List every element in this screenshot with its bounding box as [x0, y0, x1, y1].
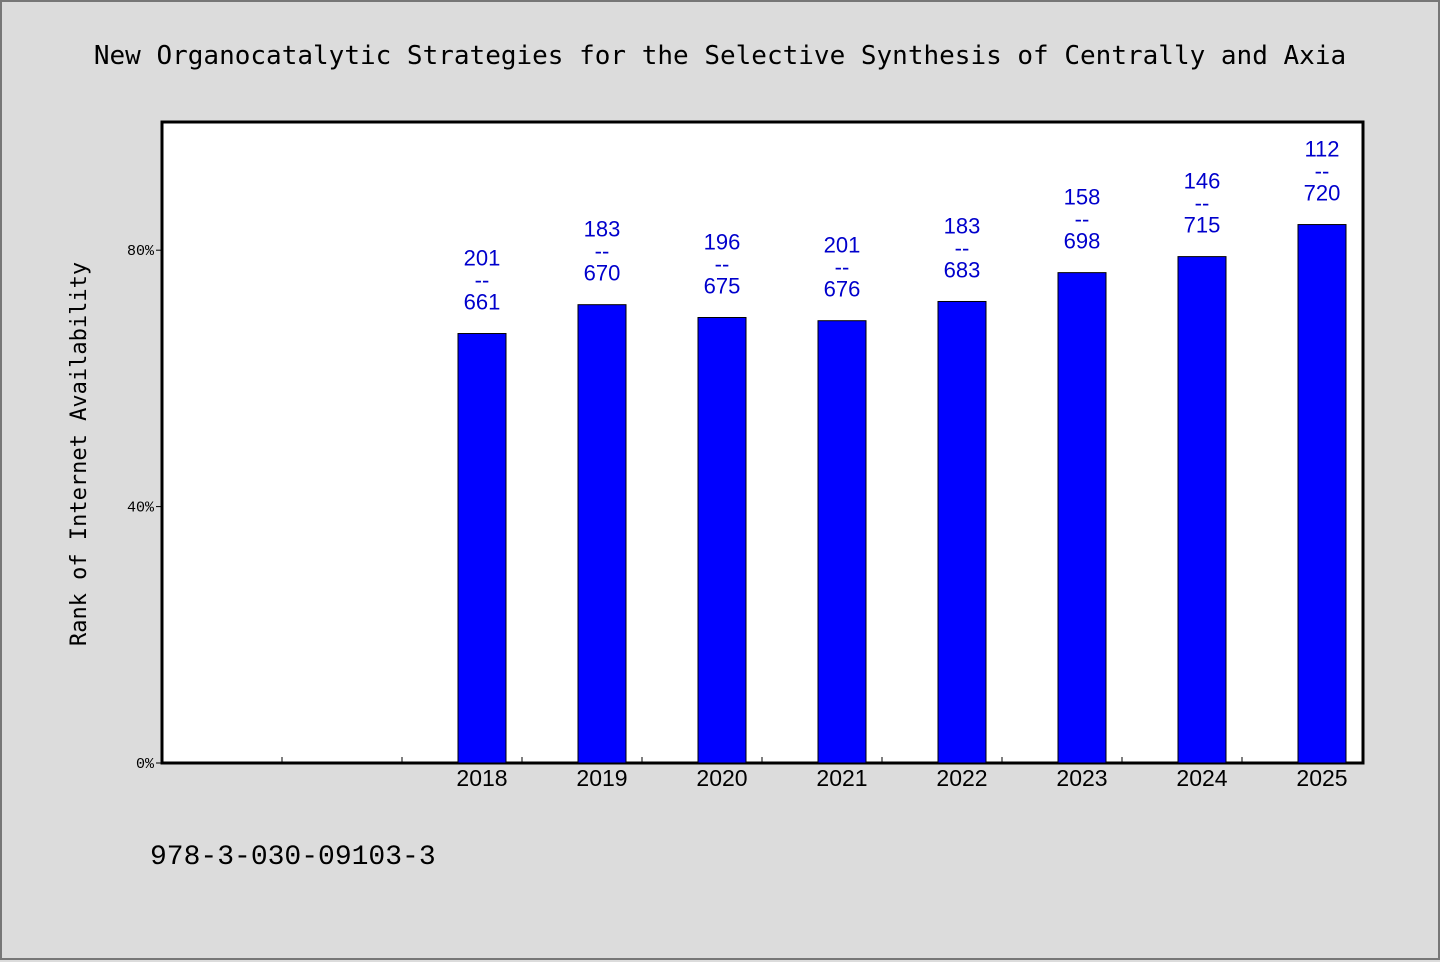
x-tick-label: 2021 [816, 765, 867, 791]
bar-data-label: 183 [584, 217, 621, 242]
bar [457, 333, 507, 764]
y-axis-title: Rank of Internet Availability [67, 262, 92, 646]
bar-data-label: 698 [1064, 229, 1101, 254]
y-tick-label: 40% [127, 500, 155, 517]
x-tick-label: 2022 [936, 765, 987, 791]
bar-data-label: 112 [1304, 137, 1339, 162]
bar-data-label: 676 [824, 277, 861, 302]
bar [697, 317, 747, 764]
plot-area [160, 120, 1365, 765]
bar-data-label: -- [835, 255, 850, 280]
bar [577, 304, 627, 764]
bar-data-label: -- [1315, 159, 1330, 184]
bar-data-label: 158 [1064, 185, 1101, 210]
bar-data-label: -- [595, 239, 610, 264]
bar-data-label: -- [715, 252, 730, 277]
bar [1297, 224, 1347, 764]
y-tick-label: 0% [136, 756, 155, 773]
bar-data-label: 661 [464, 290, 501, 315]
bar-data-label: 715 [1184, 213, 1221, 238]
bar [1057, 272, 1107, 764]
x-axis: 2018 2019 2020 2021 2022 2023 2024 2025 [281, 757, 1348, 791]
bar [937, 300, 987, 764]
bar-data-label: 720 [1304, 181, 1341, 206]
x-tick-label: 2020 [696, 765, 747, 791]
bar-data-label: 183 [944, 213, 981, 238]
bar-data-label: 675 [704, 274, 741, 299]
x-tick-label: 2024 [1176, 765, 1227, 791]
x-tick-label: 2025 [1296, 765, 1347, 791]
x-tick-label: 2019 [576, 765, 627, 791]
isbn-text: 978-3-030-09103-3 [150, 842, 436, 873]
bar-data-label: 670 [584, 261, 621, 286]
bar-label-group: 201--661183--670196--675201--676183--683… [464, 137, 1341, 315]
bar-data-label: -- [955, 235, 970, 260]
bar [1177, 256, 1227, 764]
chart-title: New Organocatalytic Strategies for the S… [94, 41, 1346, 71]
bar-data-label: 201 [824, 233, 861, 258]
bar-data-label: -- [475, 268, 490, 293]
x-tick-label: 2023 [1056, 765, 1107, 791]
bar-data-label: 201 [464, 246, 501, 271]
x-tick-label: 2018 [456, 765, 507, 791]
bar-data-label: -- [1075, 207, 1090, 232]
bar-data-label: -- [1195, 191, 1210, 216]
bar-data-label: 196 [704, 230, 741, 255]
bar [817, 320, 867, 764]
y-tick-label: 80% [127, 243, 155, 260]
y-axis: 0% 40% 80% [127, 243, 162, 773]
bar-group [457, 224, 1347, 764]
bar-data-label: 146 [1184, 169, 1221, 194]
bar-data-label: 683 [944, 257, 981, 282]
